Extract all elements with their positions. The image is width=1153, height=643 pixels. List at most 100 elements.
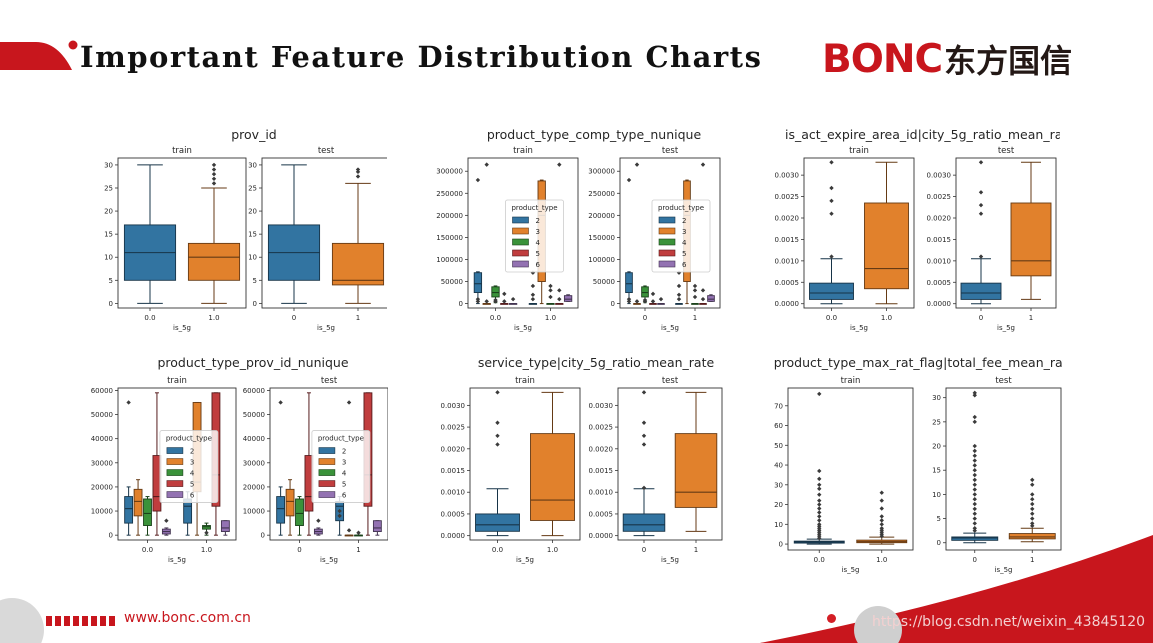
y-tick-label: 0.0005 xyxy=(441,510,466,518)
flier-point xyxy=(972,419,977,425)
box-body xyxy=(641,286,649,298)
box-body xyxy=(951,536,999,541)
flier-point xyxy=(817,522,822,527)
legend-label-2: 2 xyxy=(536,217,540,225)
box-0 xyxy=(622,390,666,537)
flier-point xyxy=(879,522,884,527)
box-0.0-pt2 xyxy=(124,400,134,536)
legend-label-4: 4 xyxy=(190,470,195,478)
flier-point xyxy=(211,167,217,172)
box-1 xyxy=(1010,161,1052,300)
flier-point xyxy=(502,299,507,304)
box-body xyxy=(187,242,241,281)
y-tick-label: 30 xyxy=(932,394,941,402)
subplot-test: test 0.0000 0.0005 0.0010 0.0015 0.0020 0.0025… xyxy=(927,146,1057,332)
box-body xyxy=(960,282,1002,300)
x-axis-label: is_5g xyxy=(317,324,335,332)
flier-point xyxy=(1030,482,1035,487)
subplot-title: train xyxy=(172,146,192,156)
legend-title: product_type xyxy=(511,204,557,212)
flier-point xyxy=(642,297,648,303)
legend-swatch-6 xyxy=(512,260,529,268)
chart-product-type-max-rat-flag-total-fee: product_type_max_rat_flag|total_fee_mean… xyxy=(774,355,1063,574)
chart-product-type-comp-type-nunique: product_type_comp_type_nuniquetrain05000… xyxy=(436,127,721,332)
y-tick-label: 30 xyxy=(104,161,113,169)
flier-point xyxy=(204,530,209,535)
x-axis-label: is_5g xyxy=(842,566,860,574)
y-tick-label: 0.0005 xyxy=(775,279,800,287)
box-1 xyxy=(1008,477,1056,543)
y-tick-label: 20 xyxy=(932,443,941,451)
y-tick-label: 150000 xyxy=(588,234,615,242)
box-body xyxy=(563,295,573,302)
box-body xyxy=(1008,533,1056,540)
chart-title: is_act_expire_area_id|city_5g_ratio_mean… xyxy=(785,127,1060,142)
subplot-test: test 0 50000 100000 150000 200000 250000 300000… xyxy=(588,146,721,332)
subplot-train: train 0 10 20 30 40 50 60 70 0.0 1.0 is_5g xyxy=(774,376,914,574)
flier-point xyxy=(355,169,361,175)
flier-point xyxy=(211,171,217,177)
flier-point xyxy=(972,472,977,478)
bottom-right-circle xyxy=(854,606,902,643)
box-body xyxy=(331,242,385,286)
y-tick-label: 0.0025 xyxy=(441,424,466,432)
y-tick-label: 0.0000 xyxy=(775,300,800,308)
flier-point xyxy=(1030,497,1035,502)
legend-label-3: 3 xyxy=(190,459,194,467)
flier-point xyxy=(1030,516,1035,521)
y-tick-label: 0.0000 xyxy=(441,532,466,540)
legend-swatch-6 xyxy=(318,491,336,498)
y-tick-label: 10 xyxy=(932,491,941,499)
box-body xyxy=(864,202,909,290)
flier-point xyxy=(879,526,884,531)
legend-label-2: 2 xyxy=(682,217,686,225)
legend-swatch-3 xyxy=(658,227,676,235)
box-body xyxy=(625,272,633,294)
y-tick-label: 40000 xyxy=(91,435,113,443)
y-tick-label: 10 xyxy=(774,521,783,529)
subplot-train: train 0 50000 100000 150000 200000 250000 30000… xyxy=(436,146,579,332)
y-tick-label: 25 xyxy=(248,185,257,193)
flier-point xyxy=(626,177,632,183)
flier-point xyxy=(972,463,977,468)
box-0-pt2 xyxy=(625,177,633,305)
subplot-title: test xyxy=(998,146,1015,156)
flier-point xyxy=(641,485,647,491)
y-tick-label: 5 xyxy=(109,277,113,285)
box-0-pt3 xyxy=(633,162,641,305)
flier-point xyxy=(972,516,977,521)
flier-point xyxy=(650,291,656,297)
flier-point xyxy=(829,160,834,165)
y-tick-label: 0.0010 xyxy=(775,257,800,265)
y-tick-label: 50000 xyxy=(441,278,463,286)
legend-swatch-6 xyxy=(166,491,184,498)
flier-point xyxy=(495,433,500,438)
x-axis-label: is_5g xyxy=(516,556,534,564)
flier-point xyxy=(475,296,481,302)
flier-point xyxy=(972,497,977,502)
y-tick-label: 20 xyxy=(248,208,257,216)
legend-swatch-2 xyxy=(512,216,529,224)
flier-point xyxy=(700,162,706,167)
y-tick-label: 30 xyxy=(774,481,783,489)
legend-label-4: 4 xyxy=(536,239,541,247)
chart-title: product_type_max_rat_flag|total_fee_mean… xyxy=(774,355,1063,370)
flier-point xyxy=(1030,521,1035,526)
legend-label-5: 5 xyxy=(536,250,540,258)
flier-point xyxy=(879,506,884,511)
box-0-pt3 xyxy=(285,479,295,536)
box-0-pt6 xyxy=(657,296,665,305)
footer-url[interactable]: www.bonc.com.cn xyxy=(124,610,251,626)
y-tick-label: 50000 xyxy=(243,411,265,419)
flier-point xyxy=(641,442,647,447)
flier-point xyxy=(972,458,977,463)
subplot-title: train xyxy=(515,376,535,386)
x-tick-label: 1 xyxy=(1030,556,1034,564)
brand-logo: BONC东方国信 xyxy=(822,36,1072,82)
box-1 xyxy=(674,391,718,532)
flier-point xyxy=(978,160,984,165)
flier-point xyxy=(817,514,822,519)
flier-point xyxy=(355,167,361,172)
y-tick-label: 15 xyxy=(248,231,257,239)
box-1.0-pt6 xyxy=(220,520,230,536)
